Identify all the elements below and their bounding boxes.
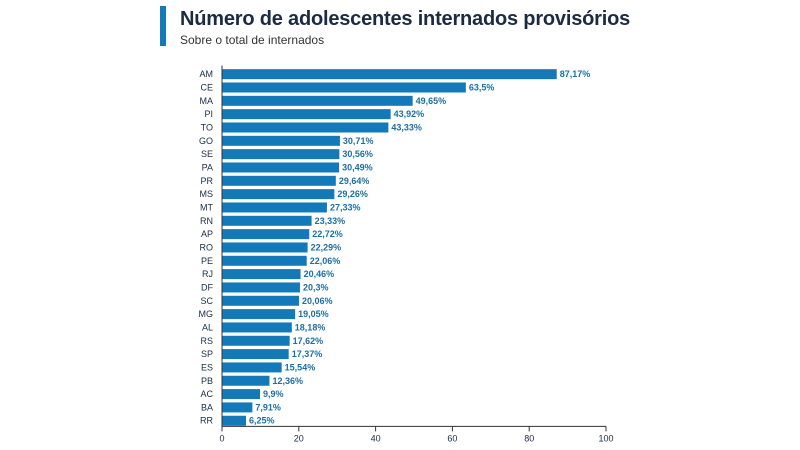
- value-label-pr: 29,64%: [339, 176, 370, 186]
- value-label-ro: 22,29%: [311, 242, 342, 252]
- category-label-sp: SP: [201, 349, 213, 359]
- bar-ce: [222, 82, 466, 93]
- category-label-se: SE: [201, 149, 213, 159]
- category-label-pr: PR: [200, 176, 213, 186]
- x-tick-label-100: 100: [598, 433, 613, 443]
- bar-rs: [222, 335, 290, 346]
- value-label-se: 30,56%: [342, 149, 373, 159]
- bar-al: [222, 322, 292, 333]
- category-label-ap: AP: [201, 229, 213, 239]
- category-label-rs: RS: [200, 336, 213, 346]
- value-label-rr: 6,25%: [249, 416, 275, 426]
- category-label-mg: MG: [199, 309, 214, 319]
- category-label-am: AM: [200, 69, 214, 79]
- bar-ma: [222, 95, 413, 106]
- bar-sc: [222, 295, 300, 306]
- category-label-go: GO: [199, 136, 213, 146]
- category-label-mt: MT: [200, 202, 213, 212]
- value-label-pi: 43,92%: [394, 109, 425, 119]
- value-label-rs: 17,62%: [293, 336, 324, 346]
- bar-rn: [222, 215, 312, 226]
- value-label-df: 20,3%: [303, 282, 329, 292]
- value-label-pb: 12,36%: [272, 376, 303, 386]
- value-label-mg: 19,05%: [298, 309, 329, 319]
- category-label-ba: BA: [201, 402, 213, 412]
- value-label-es: 15,54%: [285, 362, 316, 372]
- value-label-al: 18,18%: [295, 322, 326, 332]
- category-label-pi: PI: [204, 109, 213, 119]
- x-tick-label-60: 60: [447, 433, 457, 443]
- value-label-sc: 20,06%: [302, 296, 333, 306]
- value-label-ms: 29,26%: [337, 189, 368, 199]
- category-label-rr: RR: [200, 416, 213, 426]
- bar-pi: [222, 109, 391, 120]
- category-label-es: ES: [201, 362, 213, 372]
- bar-ms: [222, 189, 335, 200]
- bar-ro: [222, 242, 308, 253]
- bar-ac: [222, 389, 261, 400]
- value-label-rj: 20,46%: [304, 269, 335, 279]
- bar-pb: [222, 375, 270, 386]
- bar-ap: [222, 229, 310, 240]
- chart-subtitle: Sobre o total de internados: [180, 33, 325, 47]
- bar-go: [222, 135, 340, 146]
- x-tick-label-40: 40: [371, 433, 381, 443]
- value-label-ac: 9,9%: [263, 389, 284, 399]
- bar-ba: [222, 402, 253, 413]
- category-label-to: TO: [201, 122, 213, 132]
- category-label-al: AL: [202, 322, 213, 332]
- category-label-pe: PE: [201, 256, 213, 266]
- bar-pr: [222, 175, 336, 186]
- category-label-ro: RO: [200, 242, 214, 252]
- value-label-ce: 63,5%: [469, 82, 495, 92]
- value-label-ba: 7,91%: [255, 402, 281, 412]
- bar-to: [222, 122, 389, 133]
- value-label-sp: 17,37%: [292, 349, 323, 359]
- chart-title: Número de adolescentes internados provis…: [180, 8, 631, 30]
- x-tick-label-0: 0: [219, 433, 224, 443]
- category-label-sc: SC: [200, 296, 213, 306]
- category-label-ma: MA: [200, 96, 214, 106]
- value-label-pa: 30,49%: [342, 162, 373, 172]
- category-label-ce: CE: [200, 82, 213, 92]
- category-label-rj: RJ: [202, 269, 213, 279]
- bar-sp: [222, 349, 289, 360]
- bar-se: [222, 149, 340, 160]
- value-label-to: 43,33%: [391, 122, 422, 132]
- category-label-ac: AC: [200, 389, 213, 399]
- value-label-go: 30,71%: [343, 136, 374, 146]
- bar-es: [222, 362, 282, 373]
- x-tick-label-20: 20: [294, 433, 304, 443]
- category-label-rn: RN: [200, 216, 213, 226]
- category-label-pa: PA: [202, 162, 213, 172]
- bar-am: [222, 69, 557, 80]
- bar-pe: [222, 255, 307, 266]
- value-label-am: 87,17%: [560, 69, 591, 79]
- bar-rj: [222, 269, 301, 280]
- bar-rr: [222, 415, 246, 426]
- value-label-ma: 49,65%: [416, 96, 447, 106]
- bar-mt: [222, 202, 327, 213]
- bar-mg: [222, 309, 296, 320]
- x-tick-label-80: 80: [524, 433, 534, 443]
- value-label-pe: 22,06%: [310, 256, 341, 266]
- bar-df: [222, 282, 300, 293]
- bar-pa: [222, 162, 340, 173]
- category-label-df: DF: [201, 282, 213, 292]
- value-label-rn: 23,33%: [315, 216, 346, 226]
- title-accent-bar: [160, 6, 166, 46]
- category-label-ms: MS: [200, 189, 214, 199]
- value-label-mt: 27,33%: [330, 202, 361, 212]
- value-label-ap: 22,72%: [312, 229, 343, 239]
- category-label-pb: PB: [201, 376, 213, 386]
